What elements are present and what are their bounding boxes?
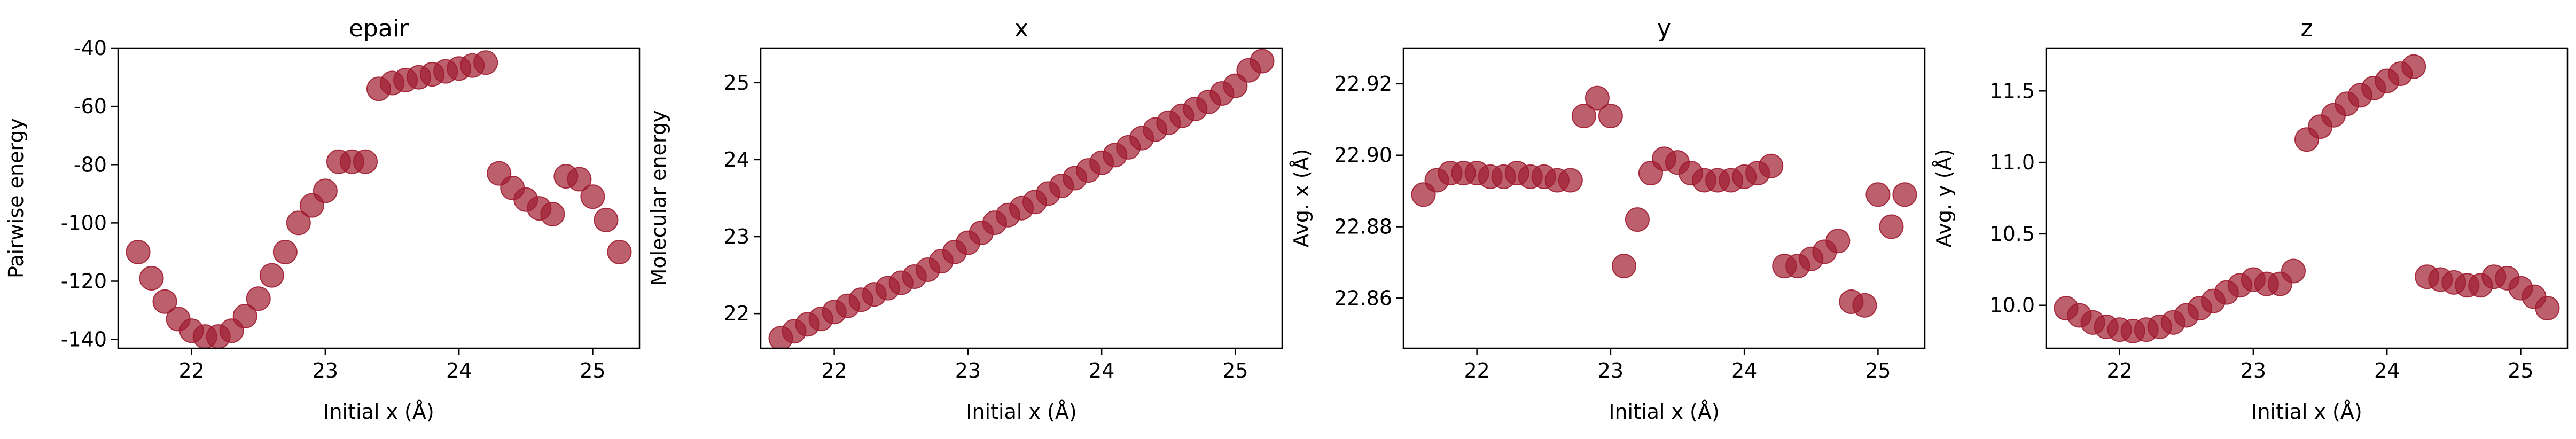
y-tick-label: -60 (74, 95, 107, 118)
data-point (139, 266, 164, 291)
y-tick-label: 22.92 (1334, 72, 1392, 96)
data-point (272, 239, 298, 264)
data-point (2281, 258, 2306, 284)
data-point (1865, 182, 1891, 207)
x-tick-label: 24 (446, 359, 472, 382)
x-tick-label: 25 (580, 359, 605, 382)
x-tick-label: 23 (1598, 359, 1623, 382)
y-tick-label: -120 (61, 270, 107, 293)
data-point (246, 286, 271, 311)
x-axis-label: Initial x (Å) (323, 400, 434, 424)
y-tick-label: -80 (74, 153, 107, 176)
x-tick-label: 23 (313, 359, 338, 382)
data-point (580, 184, 605, 209)
x-tick-label: 22 (1464, 359, 1489, 382)
data-point (1825, 229, 1851, 254)
y-tick-label: 25 (724, 71, 750, 95)
y-tick-label: 24 (724, 148, 750, 171)
y-axis-label: Pairwise energy (4, 118, 28, 278)
x-tick-label: 25 (2508, 359, 2533, 382)
data-point (1892, 182, 1917, 207)
axes-frame (117, 47, 641, 349)
x-tick-label: 24 (2374, 359, 2400, 382)
axes-frame (2045, 47, 2569, 349)
data-points (126, 50, 632, 348)
axes-frame (1402, 47, 1926, 349)
y-tick-label: 11.0 (1989, 151, 2035, 174)
data-point (313, 178, 338, 203)
y-tick-label: -100 (61, 211, 107, 234)
data-point (1571, 104, 1596, 129)
subplot-y: y 22 23 24 25 22.86 22.88 22.90 22.92 Initial x (… (1290, 15, 1926, 424)
data-point (594, 207, 619, 232)
data-point (473, 50, 498, 75)
data-point (232, 303, 257, 328)
subplot-title: z (2300, 15, 2313, 42)
y-tick-label: 22.88 (1334, 215, 1392, 239)
data-points (2054, 54, 2560, 343)
data-point (1852, 293, 1877, 318)
data-point (1558, 168, 1583, 193)
y-tick-label: 10.5 (1989, 222, 2035, 246)
y-tick-label: -40 (74, 36, 107, 60)
data-point (1759, 153, 1784, 178)
data-point (353, 149, 378, 174)
y-tick-label: 22.90 (1334, 144, 1392, 167)
x-tick-label: 23 (955, 359, 981, 382)
data-point (1625, 207, 1650, 232)
subplot-title: epair (349, 15, 409, 42)
subplot-z: z 22 23 24 25 10.0 10.5 11.0 11.5 Initial x (Å) Av… (1932, 15, 2569, 424)
subplot-epair: epair 22 23 24 25 -40 -60 -80 -100 -120 -140 Initia… (4, 15, 641, 424)
y-axis-label: Molecular energy (647, 111, 670, 286)
y-tick-label: 22 (724, 302, 750, 325)
data-point (1879, 214, 1904, 239)
x-tick-label: 24 (1089, 359, 1114, 382)
data-point (259, 263, 284, 288)
x-axis-label: Initial x (Å) (1609, 400, 1719, 424)
data-point (540, 202, 565, 227)
x-tick-label: 25 (1222, 359, 1248, 382)
data-point (1250, 49, 1275, 74)
y-tick-label: 10.0 (1989, 294, 2035, 317)
x-axis-label: Initial x (Å) (2251, 400, 2362, 424)
subplot-x: x 22 23 24 25 22 23 24 25 Initial x (Å) Molecular … (647, 15, 1283, 424)
data-point (567, 167, 592, 192)
y-axis-label: Avg. y (Å) (1932, 149, 1956, 248)
data-points (1411, 85, 1917, 318)
y-tick-label: 22.86 (1334, 286, 1392, 310)
x-tick-label: 23 (2241, 359, 2266, 382)
data-point (152, 289, 177, 314)
y-tick-label: 11.5 (1989, 79, 2035, 103)
data-point (607, 239, 632, 264)
data-point (1611, 254, 1636, 279)
y-axis-label: Avg. x (Å) (1290, 149, 1313, 248)
x-axis-label: Initial x (Å) (966, 400, 1076, 424)
data-point (2535, 296, 2560, 321)
x-tick-label: 22 (178, 359, 204, 382)
data-point (286, 210, 311, 236)
data-point (126, 239, 151, 264)
subplot-title: y (1657, 15, 1671, 42)
x-tick-label: 22 (821, 359, 847, 382)
data-point (2401, 54, 2426, 79)
data-points (768, 49, 1275, 348)
subplot-title: x (1014, 15, 1028, 42)
y-tick-label: 23 (724, 225, 750, 248)
axes-frame (760, 47, 1283, 349)
x-tick-label: 24 (1731, 359, 1757, 382)
y-tick-label: -140 (61, 328, 107, 351)
x-tick-label: 25 (1865, 359, 1891, 382)
data-point (1584, 85, 1610, 111)
data-point (1598, 104, 1623, 129)
x-tick-label: 22 (2106, 359, 2132, 382)
